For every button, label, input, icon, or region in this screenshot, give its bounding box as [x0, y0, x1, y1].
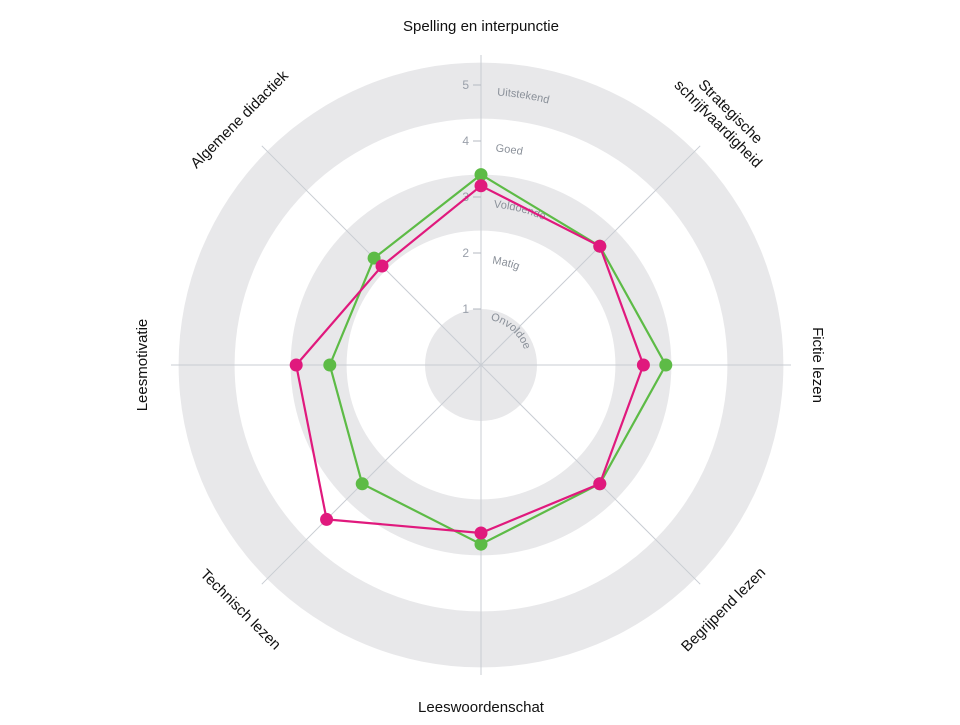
radar-data-point [636, 358, 650, 372]
radar-series-2 [289, 179, 650, 540]
radar-data-point [474, 526, 488, 540]
radar-level-label: Goed [495, 142, 524, 157]
radar-data-point [474, 537, 488, 551]
radar-data-point [593, 239, 607, 253]
radar-data-point [323, 358, 337, 372]
radar-data-point [474, 179, 488, 193]
radar-spoke [261, 364, 482, 585]
radar-tick-label: 4 [462, 134, 469, 148]
radar-data-point [474, 168, 488, 182]
radar-tick-label: 5 [462, 78, 469, 92]
radar-axis-label: Spelling en interpunctie [403, 18, 559, 35]
radar-data-point [320, 512, 334, 526]
radar-data-point [355, 477, 369, 491]
radar-spoke [480, 145, 701, 366]
radar-tick-label: 2 [462, 246, 469, 260]
radar-level-label-text: Goed [495, 142, 524, 157]
radar-axis-label: Leesmotivatie [134, 319, 151, 412]
radar-axis-label: Leeswoordenschat [418, 699, 545, 716]
radar-data-point [375, 259, 389, 273]
radar-axis-label: Fictie lezen [809, 327, 826, 403]
radar-data-point [367, 251, 381, 265]
radar-spoke [480, 364, 701, 585]
radar-data-point [593, 477, 607, 491]
radar-data-point [289, 358, 303, 372]
radar-spokes [171, 55, 791, 675]
radar-tick-label: 1 [462, 302, 469, 316]
radar-data-point [659, 358, 673, 372]
